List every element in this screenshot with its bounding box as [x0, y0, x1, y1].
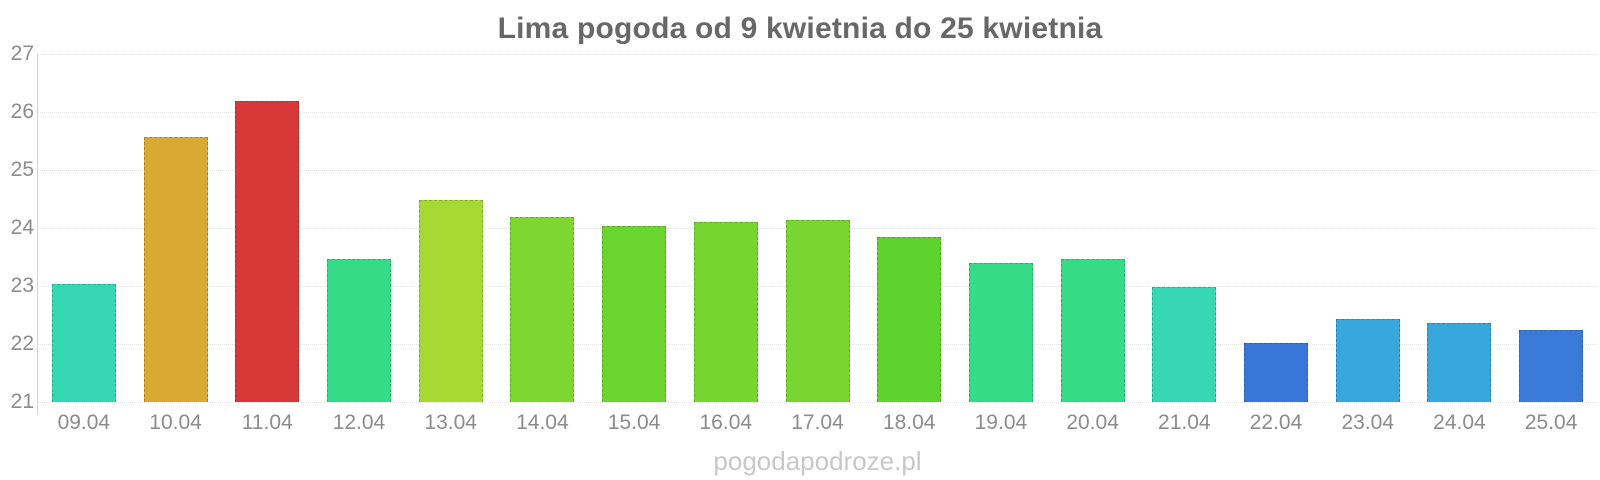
x-axis-tick-label: 18.04	[882, 411, 936, 434]
bar-25.04[interactable]	[1519, 329, 1584, 402]
x-axis-tick-label: 16.04	[699, 411, 753, 434]
y-axis-tick-label: 26	[10, 100, 34, 123]
bar-11.04[interactable]	[235, 100, 300, 402]
x-axis-tick-label: 12.04	[332, 411, 386, 434]
bar-21.04[interactable]	[1152, 287, 1217, 402]
x-axis-tick-label: 10.04	[149, 411, 202, 434]
bar-17.04[interactable]	[785, 220, 850, 402]
bar-16.04[interactable]	[693, 221, 758, 402]
y-axis-tick-label: 21	[10, 390, 34, 413]
y-gridline	[38, 170, 1597, 171]
bar-12.04[interactable]	[326, 259, 391, 402]
x-axis-tick-label: 21.04	[1158, 411, 1211, 434]
bar-23.04[interactable]	[1335, 319, 1400, 402]
y-axis-line	[37, 54, 38, 415]
bar-15.04[interactable]	[602, 225, 667, 402]
x-axis-tick-label: 24.04	[1433, 411, 1486, 434]
x-axis-tick-label: 20.04	[1066, 411, 1119, 434]
bar-13.04[interactable]	[418, 200, 483, 402]
bar-20.04[interactable]	[1060, 259, 1125, 402]
x-axis-tick-label: 09.04	[57, 411, 111, 434]
x-axis-tick-label: 14.04	[516, 411, 569, 434]
x-axis-tick-label: 11.04	[241, 411, 293, 434]
bar-10.04[interactable]	[143, 136, 208, 402]
y-axis-tick-label: 22	[10, 332, 34, 355]
y-gridline	[38, 54, 1597, 55]
bar-19.04[interactable]	[968, 262, 1033, 402]
bar-22.04[interactable]	[1244, 343, 1309, 402]
x-axis-tick-label: 19.04	[974, 411, 1028, 434]
x-axis-tick-label: 25.04	[1524, 411, 1578, 434]
bar-14.04[interactable]	[510, 216, 575, 402]
y-axis-tick-label: 24	[10, 216, 34, 239]
y-axis-tick-label: 27	[10, 42, 34, 65]
x-axis-tick-label: 17.04	[791, 411, 844, 434]
y-axis-tick-label: 23	[10, 274, 34, 297]
chart-title: Lima pogoda od 9 kwietnia do 25 kwietnia	[497, 12, 1103, 45]
y-gridline	[38, 402, 1597, 403]
bar-09.04[interactable]	[51, 284, 116, 402]
x-axis-tick-label: 13.04	[424, 411, 477, 434]
y-axis-tick-label: 25	[10, 158, 34, 181]
x-axis-tick-label: 15.04	[607, 411, 661, 434]
x-axis-tick-label: 22.04	[1249, 411, 1303, 434]
bar-24.04[interactable]	[1427, 322, 1492, 402]
x-axis-tick-label: 23.04	[1341, 411, 1395, 434]
bar-18.04[interactable]	[877, 237, 942, 402]
watermark: pogodapodroze.pl	[713, 446, 922, 476]
y-gridline	[38, 112, 1597, 113]
